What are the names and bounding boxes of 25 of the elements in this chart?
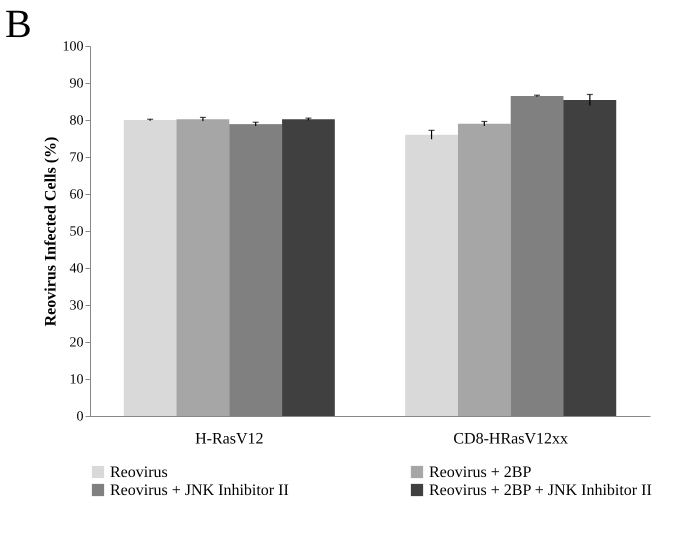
y-tick-label: 0 xyxy=(76,410,84,424)
y-tick-label: 40 xyxy=(70,262,84,276)
bar xyxy=(282,119,335,416)
y-tick-label: 10 xyxy=(70,372,84,388)
legend-label: Reovirus xyxy=(110,464,168,481)
legend-label: Reovirus + 2BP + JNK Inhibitor II xyxy=(429,482,652,499)
bar xyxy=(124,120,177,416)
bar xyxy=(458,124,511,416)
y-tick-label: 30 xyxy=(70,298,84,314)
y-tick-label: 60 xyxy=(70,188,84,202)
x-tick-label: CD8-HRasV12xx xyxy=(453,430,568,448)
chart-title: B xyxy=(5,1,32,46)
bar xyxy=(176,119,230,416)
x-tick-label: H-RasV12 xyxy=(195,430,264,448)
legend-label: Reovirus + JNK Inhibitor II xyxy=(110,482,289,499)
y-tick-label: 80 xyxy=(70,114,84,128)
y-tick-label: 20 xyxy=(70,336,84,350)
y-tick-label: 50 xyxy=(70,224,84,240)
legend-label: Reovirus + 2BP xyxy=(429,464,532,481)
bar xyxy=(563,100,616,416)
y-tick-label: 90 xyxy=(70,76,84,92)
y-axis-title: Reovirus Infected Cells (%) xyxy=(42,136,60,326)
bar xyxy=(405,134,458,416)
y-tick-label: 100 xyxy=(62,40,84,54)
y-tick-label: 70 xyxy=(70,150,84,166)
